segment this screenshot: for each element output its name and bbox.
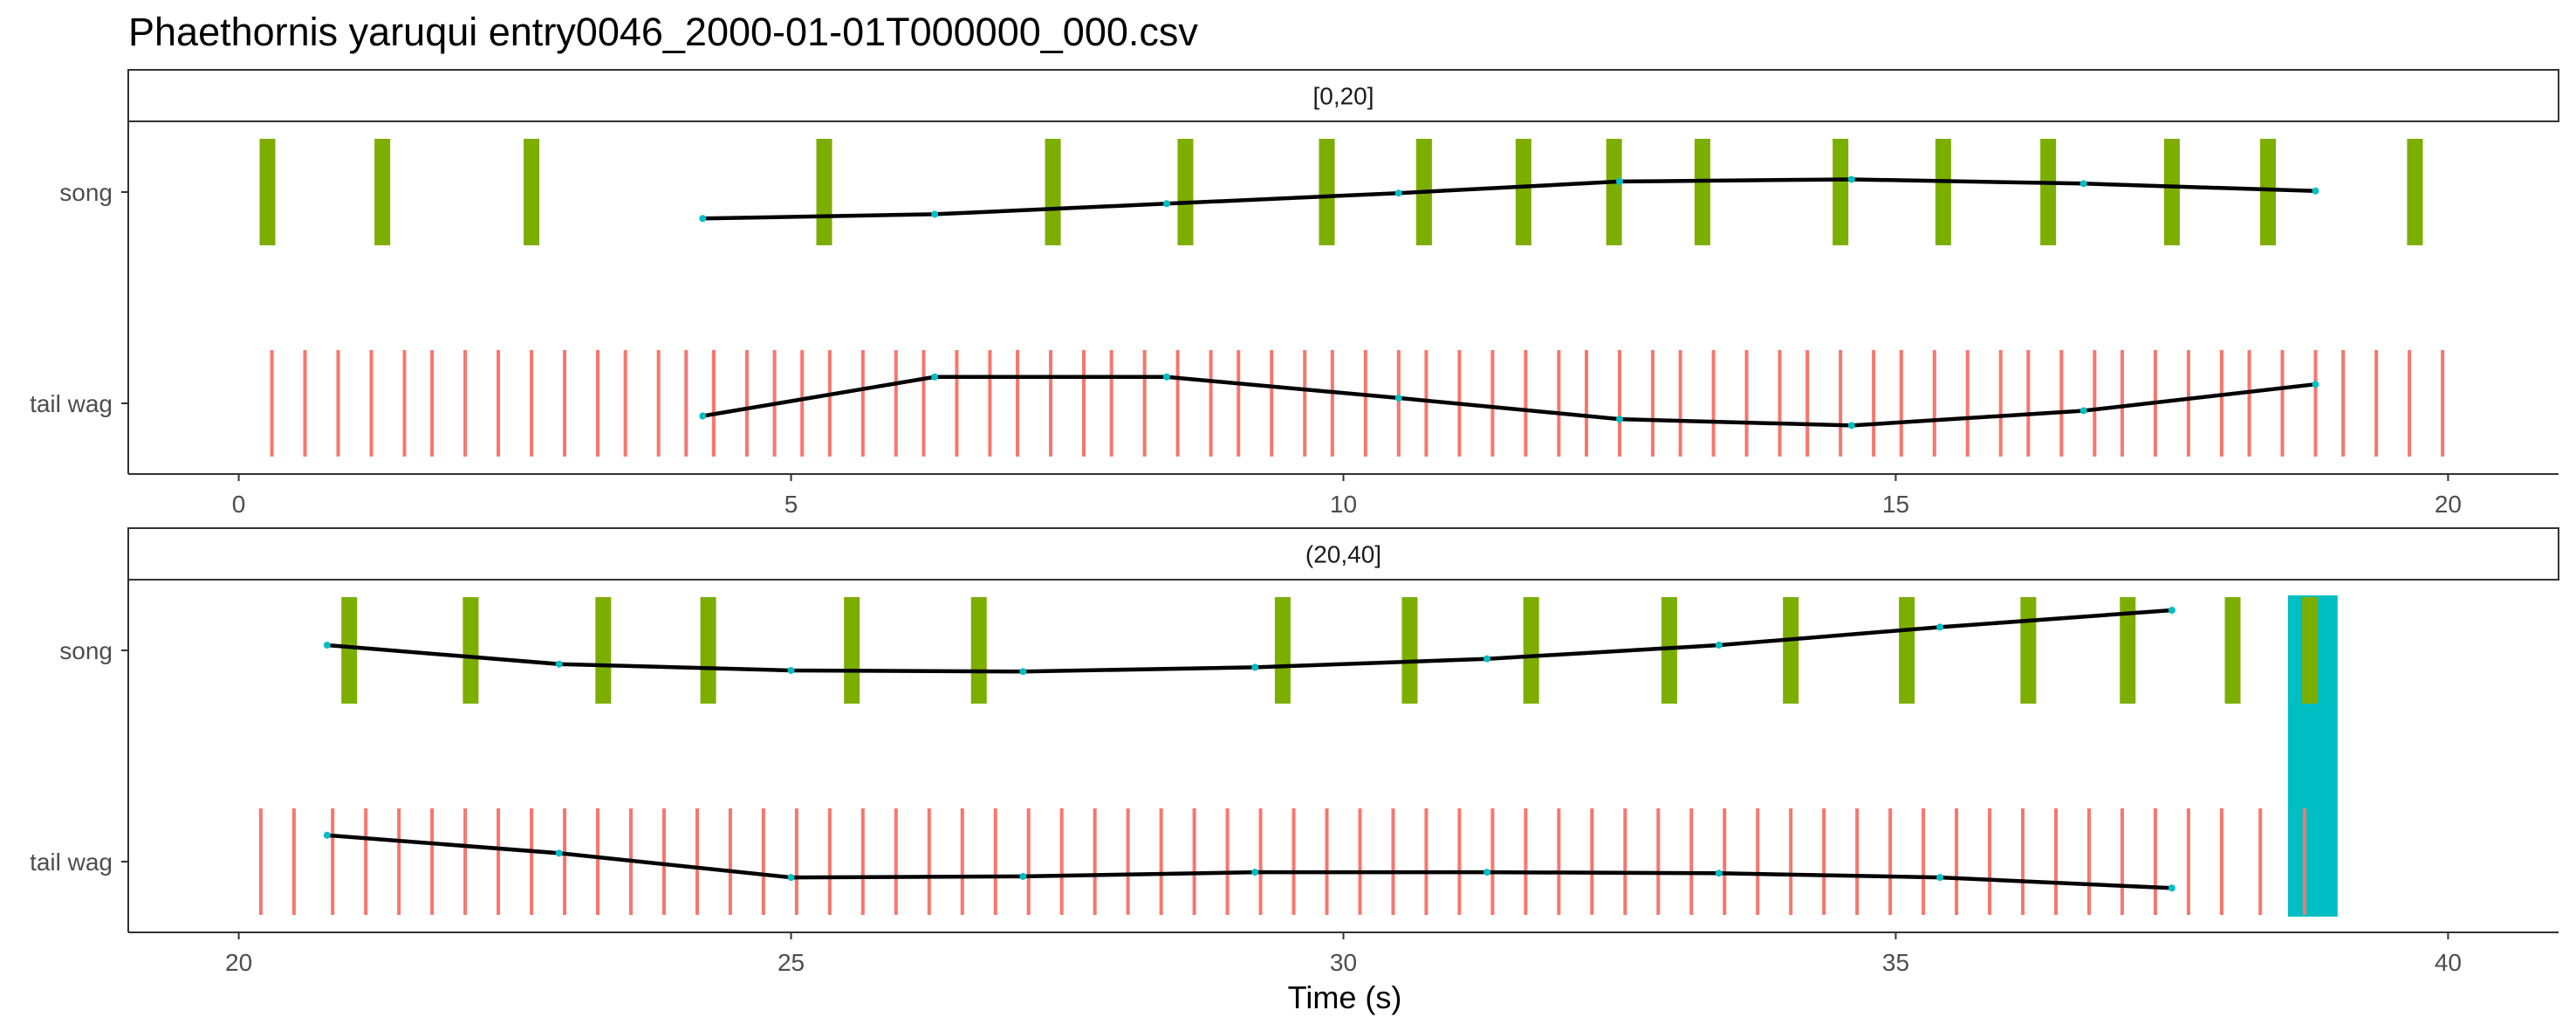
- facet-strip: [127, 69, 2559, 122]
- song-event: [259, 139, 276, 245]
- song-event: [816, 139, 832, 245]
- x-tick-label: 20: [2435, 491, 2462, 518]
- song-trend-line: [702, 177, 2316, 221]
- song-event: [1661, 597, 1677, 704]
- song-event: [1523, 597, 1539, 704]
- facet-panels: [0,20] song tail wag 0 5 10 15 20 (20,40] song tai…: [30, 69, 2559, 976]
- x-tick-label: 0: [232, 491, 246, 518]
- song-event: [2224, 597, 2241, 704]
- x-tick-label: 35: [1882, 949, 1909, 976]
- trend-point: [1394, 394, 1402, 402]
- x-axis-title: Time (s): [1288, 979, 1402, 1015]
- trend-point: [1715, 869, 1723, 877]
- trend-point: [2168, 884, 2175, 892]
- panel-1: [0,20] song tail wag 0 5 10 15 20: [30, 69, 2559, 518]
- song-event: [341, 597, 358, 704]
- song-event: [1899, 597, 1915, 704]
- y-tick-label: song: [59, 637, 113, 664]
- song-event: [1783, 597, 1799, 704]
- song-event: [1401, 597, 1418, 704]
- x-tick-label: 5: [784, 491, 798, 518]
- facet-strip-label: [0,20]: [1312, 83, 1374, 110]
- song-event: [1515, 139, 1531, 245]
- facet-strip-label: (20,40]: [1305, 541, 1381, 568]
- trend-point: [555, 660, 563, 668]
- panel-2: (20,40] song tail wag 20 25 30 35 40: [30, 527, 2559, 976]
- trend-point: [1483, 869, 1491, 876]
- song-event: [2260, 139, 2277, 245]
- trend-point: [323, 831, 331, 839]
- song-event: [2120, 597, 2136, 704]
- trend-point: [1847, 422, 1855, 430]
- x-tick-label: 30: [1330, 949, 1357, 976]
- trend-point: [1251, 663, 1259, 671]
- tail-wag-trend-line: [702, 375, 2316, 428]
- trend-point: [1162, 373, 1170, 381]
- x-tick-label: 15: [1882, 491, 1909, 518]
- song-event: [844, 597, 860, 704]
- song-event: [970, 597, 987, 704]
- song-event: [2407, 139, 2423, 245]
- trend-point: [1019, 872, 1027, 880]
- trend-point: [1483, 655, 1491, 663]
- trend-point: [1715, 641, 1723, 649]
- song-event: [1319, 139, 1335, 245]
- facet-strip: [127, 527, 2559, 581]
- trend-point: [1615, 416, 1623, 423]
- trend-point: [1394, 189, 1402, 197]
- song-event: [2020, 597, 2037, 704]
- trend-point: [1936, 874, 1944, 882]
- song-event: [2040, 139, 2057, 245]
- song-event: [1045, 139, 1061, 245]
- song-event: [1274, 597, 1291, 704]
- song-event: [1694, 139, 1710, 245]
- song-event: [524, 139, 540, 245]
- trend-point: [931, 210, 939, 218]
- x-tick-label: 20: [225, 949, 252, 976]
- trend-point: [323, 641, 331, 649]
- x-tick-label: 40: [2435, 949, 2462, 976]
- trend-point: [1162, 200, 1170, 208]
- x-tick-label: 10: [1330, 491, 1357, 518]
- song-event: [462, 597, 479, 704]
- song-event: [700, 597, 716, 704]
- trend-point: [699, 215, 707, 223]
- song-event: [1177, 139, 1194, 245]
- tail-wag-trend-line: [326, 833, 2173, 890]
- trend-point: [2312, 187, 2319, 195]
- trend-point: [1251, 869, 1259, 876]
- y-tick-label: tail wag: [30, 849, 113, 876]
- song-event: [2302, 597, 2319, 704]
- trend-point: [2079, 180, 2087, 188]
- trend-point: [1936, 623, 1944, 631]
- trend-point: [931, 373, 939, 381]
- song-event: [2163, 139, 2180, 245]
- trend-point: [2168, 607, 2175, 615]
- chart-title: Phaethornis yaruqui entry0046_2000-01-01…: [128, 10, 1198, 54]
- song-event: [1833, 139, 1849, 245]
- y-tick-label: song: [59, 179, 113, 206]
- song-event: [1606, 139, 1622, 245]
- song-event: [595, 597, 612, 704]
- trend-point: [699, 412, 707, 420]
- song-event: [1935, 139, 1951, 245]
- trend-point: [2312, 381, 2319, 388]
- song-event: [374, 139, 391, 245]
- trend-point: [1019, 668, 1027, 676]
- trend-point: [1847, 175, 1855, 183]
- x-tick-label: 25: [778, 949, 805, 976]
- trend-point: [1615, 177, 1623, 185]
- trend-point: [555, 849, 563, 857]
- y-tick-label: tail wag: [30, 390, 113, 417]
- trend-point: [787, 874, 795, 882]
- trend-point: [787, 666, 795, 674]
- trend-point: [2079, 407, 2087, 415]
